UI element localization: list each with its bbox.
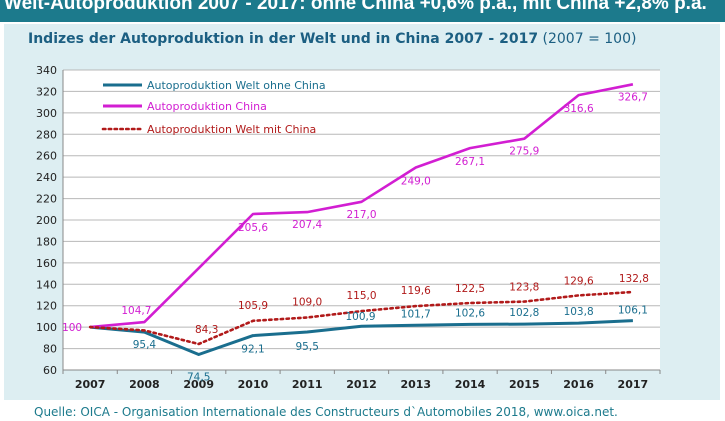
y-tick-label: 300: [36, 107, 57, 120]
y-tick-label: 180: [36, 235, 57, 248]
data-label: 95,5: [296, 341, 319, 353]
legend-label-3: Autoproduktion Welt mit China: [147, 123, 316, 136]
data-label: 119,6: [401, 285, 431, 297]
x-tick-label: 2007: [75, 378, 106, 391]
data-label: 103,8: [564, 306, 594, 318]
data-label: 316,6: [564, 103, 594, 115]
x-tick-label: 2010: [238, 378, 269, 391]
subtitle-main: Indizes der Autoproduktion in der Welt u…: [28, 31, 539, 47]
data-label: 105,9: [238, 300, 268, 312]
series-line-2: [89, 83, 634, 329]
y-tick-label: 160: [36, 257, 57, 270]
y-tick-label: 340: [36, 64, 57, 77]
y-tick-label: 240: [36, 171, 57, 184]
y-tick-label: 60: [43, 364, 57, 377]
data-label: 104,7: [121, 305, 151, 317]
y-tick-label: 120: [36, 300, 57, 313]
data-label: 132,8: [619, 273, 649, 285]
x-tick-label: 2014: [455, 378, 486, 391]
data-label: 92,1: [241, 344, 264, 356]
series-line-1: [89, 319, 633, 356]
data-label: 84,3: [195, 324, 218, 336]
x-tick-label: 2016: [563, 378, 594, 391]
data-label: 267,1: [455, 156, 485, 168]
data-label: 74,5: [187, 372, 210, 384]
source-note: Quelle: OICA - Organisation Internationa…: [34, 405, 618, 419]
data-label: 205,6: [238, 222, 268, 234]
y-tick-label: 320: [36, 85, 57, 98]
x-tick-label: 2009: [183, 378, 214, 391]
data-label: 109,0: [292, 297, 322, 309]
data-label: 207,4: [292, 219, 322, 231]
data-label: 122,5: [455, 283, 485, 295]
data-label: 100,9: [345, 311, 375, 323]
data-label: 115,0: [346, 290, 376, 302]
series-line-3: [88, 290, 635, 346]
data-label: 106,1: [618, 305, 648, 317]
data-label: 217,0: [346, 209, 376, 221]
y-tick-label: 260: [36, 150, 57, 163]
data-label: 95,4: [133, 339, 157, 351]
data-label: 101,7: [401, 308, 431, 320]
y-tick-label: 140: [36, 278, 57, 291]
data-label: 102,6: [455, 307, 485, 319]
data-label: 275,9: [509, 146, 539, 158]
y-tick-label: 80: [43, 343, 57, 356]
legend-label-1: Autoproduktion Welt ohne China: [147, 79, 326, 92]
data-label: 129,6: [564, 275, 594, 287]
x-tick-label: 2008: [129, 378, 160, 391]
data-label: 326,7: [618, 91, 648, 103]
data-label: 102,8: [509, 307, 539, 319]
x-tick-label: 2015: [509, 378, 540, 391]
legend-label-2: Autoproduktion China: [147, 100, 267, 113]
data-label: 249,0: [401, 176, 431, 188]
y-tick-label: 100: [36, 321, 57, 334]
data-label: 123,8: [509, 282, 539, 294]
header-title: Welt-Autoproduktion 2007 - 2017: ohne Ch…: [4, 0, 707, 14]
x-tick-label: 2017: [618, 378, 649, 391]
header-bar: Welt-Autoproduktion 2007 - 2017: ohne Ch…: [0, 0, 725, 22]
chart-subtitle: Indizes der Autoproduktion in der Welt u…: [28, 31, 636, 47]
subtitle-note: (2007 = 100): [542, 31, 637, 47]
x-tick-label: 2013: [400, 378, 431, 391]
data-label: 100: [62, 322, 82, 334]
x-tick-label: 2011: [292, 378, 323, 391]
y-tick-label: 220: [36, 193, 57, 206]
y-tick-label: 200: [36, 214, 57, 227]
y-tick-label: 280: [36, 128, 57, 141]
x-tick-label: 2012: [346, 378, 377, 391]
